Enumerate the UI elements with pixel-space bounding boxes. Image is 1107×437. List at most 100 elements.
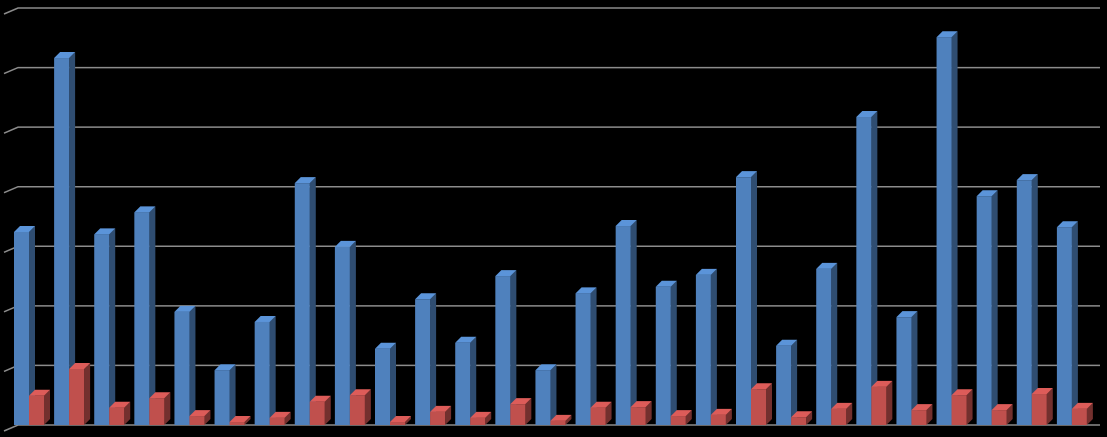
grid-line — [3, 7, 1100, 15]
bar — [816, 262, 838, 425]
bar-side — [751, 171, 757, 425]
bar-front — [856, 117, 872, 425]
bar — [470, 411, 492, 425]
bar-front — [615, 226, 631, 425]
bar — [510, 398, 532, 425]
bar-top — [309, 395, 331, 402]
bar-top — [69, 363, 91, 370]
bar-side — [44, 389, 50, 425]
bar — [936, 31, 958, 425]
bar-top — [189, 410, 211, 417]
bar — [896, 311, 918, 425]
bar — [630, 401, 652, 425]
bar-top — [214, 364, 236, 371]
bar-front — [94, 234, 110, 425]
bar-side — [886, 380, 893, 425]
bar-side — [189, 305, 196, 425]
bar-top — [856, 111, 878, 118]
bar-side — [164, 392, 171, 425]
bar-front — [911, 410, 927, 425]
bar-top — [334, 240, 356, 247]
bar-top — [390, 416, 411, 423]
bar — [776, 339, 798, 425]
bar-front — [254, 321, 270, 425]
bar-front — [590, 407, 606, 425]
bar — [590, 401, 612, 425]
bar-side — [685, 410, 692, 425]
bar-front — [29, 395, 44, 425]
bar — [415, 293, 437, 425]
bar — [695, 268, 717, 425]
bar — [294, 177, 316, 425]
bar — [109, 401, 131, 425]
bar-top — [294, 177, 316, 184]
bar-top — [134, 206, 156, 213]
grid-line — [3, 126, 1100, 134]
bar-top — [791, 411, 813, 418]
bar-front — [269, 417, 285, 425]
bar-top — [911, 404, 933, 411]
bar-side — [1006, 404, 1013, 425]
bar-side — [269, 315, 276, 425]
bar — [550, 414, 572, 425]
bar-top — [751, 383, 772, 390]
bar-front — [630, 407, 646, 425]
bar-side — [349, 240, 356, 425]
bar-top — [109, 401, 131, 408]
bar — [871, 380, 893, 425]
bar-side — [991, 190, 998, 425]
bar-front — [54, 58, 70, 425]
bar-front — [736, 177, 751, 425]
bar — [710, 408, 732, 425]
bar-top — [254, 315, 276, 322]
bar-top — [871, 380, 893, 387]
bar-front — [976, 196, 992, 425]
bar-front — [69, 369, 85, 425]
bar-side — [309, 177, 316, 425]
bar-side — [204, 410, 211, 425]
bar-side — [550, 364, 557, 425]
bar-side — [284, 411, 291, 425]
bar-front — [470, 417, 486, 425]
bar — [269, 411, 291, 425]
bar-side — [445, 405, 452, 425]
bar-top — [575, 287, 597, 294]
bar-top — [776, 339, 798, 346]
bar-side — [430, 293, 437, 425]
bar-top — [976, 190, 998, 197]
bar-front — [816, 268, 832, 425]
bar-top — [1056, 221, 1078, 228]
bar-front — [951, 395, 967, 425]
bar-top — [991, 404, 1013, 411]
bar — [14, 225, 35, 425]
bar — [1016, 174, 1038, 425]
bar-side — [926, 404, 933, 425]
bar-top — [1031, 388, 1053, 395]
bar — [134, 206, 156, 425]
bar — [751, 383, 772, 425]
grid-line — [3, 245, 1100, 253]
bar-side — [324, 395, 331, 425]
bar-front — [575, 293, 591, 425]
bar-front — [349, 395, 365, 425]
bar-side — [470, 336, 477, 425]
bar-top — [495, 270, 517, 277]
bar-side — [485, 411, 492, 425]
bar-front — [936, 37, 952, 425]
bar-front — [670, 416, 686, 425]
grid-line — [3, 305, 1100, 313]
bar-front — [1031, 394, 1047, 425]
bar-top — [174, 305, 196, 312]
bar-side — [630, 220, 637, 425]
bar — [495, 270, 517, 425]
bar-side — [1086, 402, 1093, 425]
bar-front — [375, 348, 390, 425]
bar-front — [415, 299, 431, 425]
bar-front — [309, 401, 325, 425]
bar-front — [896, 317, 912, 425]
bar-front — [1016, 180, 1032, 425]
bar — [149, 392, 171, 425]
bar-front — [455, 342, 471, 425]
bar-front — [776, 345, 792, 425]
